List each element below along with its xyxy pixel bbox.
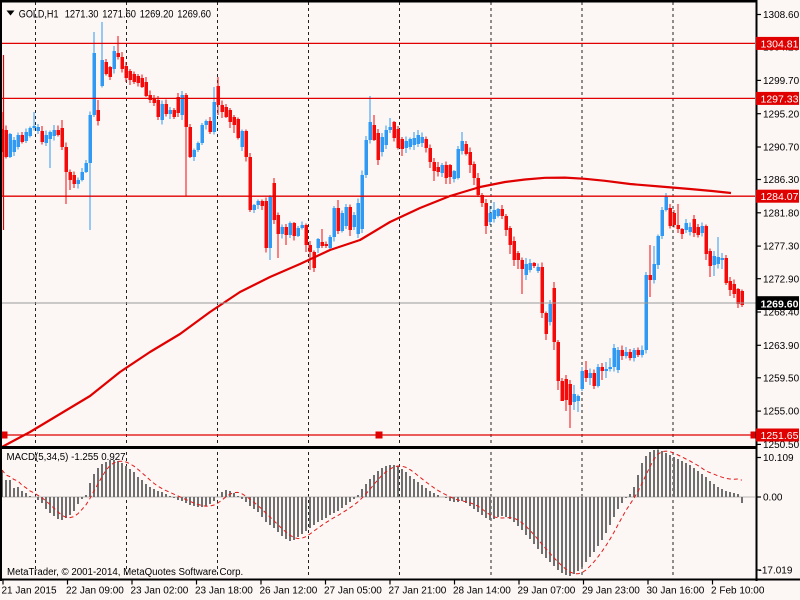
svg-text:1259.50: 1259.50 bbox=[763, 373, 800, 384]
svg-text:1263.90: 1263.90 bbox=[763, 341, 800, 352]
svg-text:2 Feb 10:00: 2 Feb 10:00 bbox=[711, 586, 765, 597]
svg-text:MACD(5,34,5) -1.255 0.927: MACD(5,34,5) -1.255 0.927 bbox=[7, 452, 126, 463]
svg-text:23 Jan 02:00: 23 Jan 02:00 bbox=[131, 586, 189, 597]
svg-text:1290.70: 1290.70 bbox=[763, 143, 800, 154]
svg-text:30 Jan 16:00: 30 Jan 16:00 bbox=[647, 586, 705, 597]
svg-text:1299.70: 1299.70 bbox=[763, 76, 800, 87]
svg-text:29 Jan 07:00: 29 Jan 07:00 bbox=[518, 586, 576, 597]
svg-text:1284.07: 1284.07 bbox=[761, 191, 799, 203]
svg-text:1297.33: 1297.33 bbox=[761, 93, 799, 105]
svg-text:-17.019: -17.019 bbox=[759, 566, 793, 577]
svg-text:GOLD,H1: GOLD,H1 bbox=[19, 9, 59, 21]
svg-text:23 Jan 18:00: 23 Jan 18:00 bbox=[195, 586, 253, 597]
svg-text:1286.30: 1286.30 bbox=[763, 175, 800, 186]
svg-text:27 Jan 21:00: 27 Jan 21:00 bbox=[389, 586, 447, 597]
svg-text:1268.40: 1268.40 bbox=[763, 308, 800, 319]
svg-text:0.00: 0.00 bbox=[763, 493, 783, 504]
svg-text:1304.81: 1304.81 bbox=[761, 38, 799, 50]
svg-text:1269.60: 1269.60 bbox=[761, 298, 799, 310]
svg-text:1271.30: 1271.30 bbox=[65, 9, 99, 21]
svg-text:1281.80: 1281.80 bbox=[763, 208, 800, 219]
svg-text:MetaTrader, © 2001-2014, MetaQ: MetaTrader, © 2001-2014, MetaQuotes Soft… bbox=[7, 567, 243, 578]
svg-text:29 Jan 23:00: 29 Jan 23:00 bbox=[582, 586, 640, 597]
svg-text:1277.30: 1277.30 bbox=[763, 242, 800, 253]
svg-text:1269.60: 1269.60 bbox=[177, 9, 211, 21]
svg-text:1272.90: 1272.90 bbox=[763, 274, 800, 285]
svg-text:22 Jan 09:00: 22 Jan 09:00 bbox=[66, 586, 124, 597]
svg-text:1308.60: 1308.60 bbox=[763, 10, 800, 21]
svg-text:1295.20: 1295.20 bbox=[763, 109, 800, 120]
svg-text:1269.20: 1269.20 bbox=[140, 9, 174, 21]
svg-text:21 Jan 2015: 21 Jan 2015 bbox=[2, 586, 57, 597]
svg-text:1255.00: 1255.00 bbox=[763, 407, 800, 418]
svg-text:1250.50: 1250.50 bbox=[763, 440, 800, 451]
svg-text:10.109: 10.109 bbox=[763, 453, 794, 464]
svg-text:1251.65: 1251.65 bbox=[761, 430, 799, 442]
svg-text:28 Jan 14:00: 28 Jan 14:00 bbox=[453, 586, 511, 597]
svg-text:27 Jan 05:00: 27 Jan 05:00 bbox=[324, 586, 382, 597]
svg-text:1271.60: 1271.60 bbox=[102, 9, 136, 21]
svg-text:26 Jan 12:00: 26 Jan 12:00 bbox=[260, 586, 318, 597]
